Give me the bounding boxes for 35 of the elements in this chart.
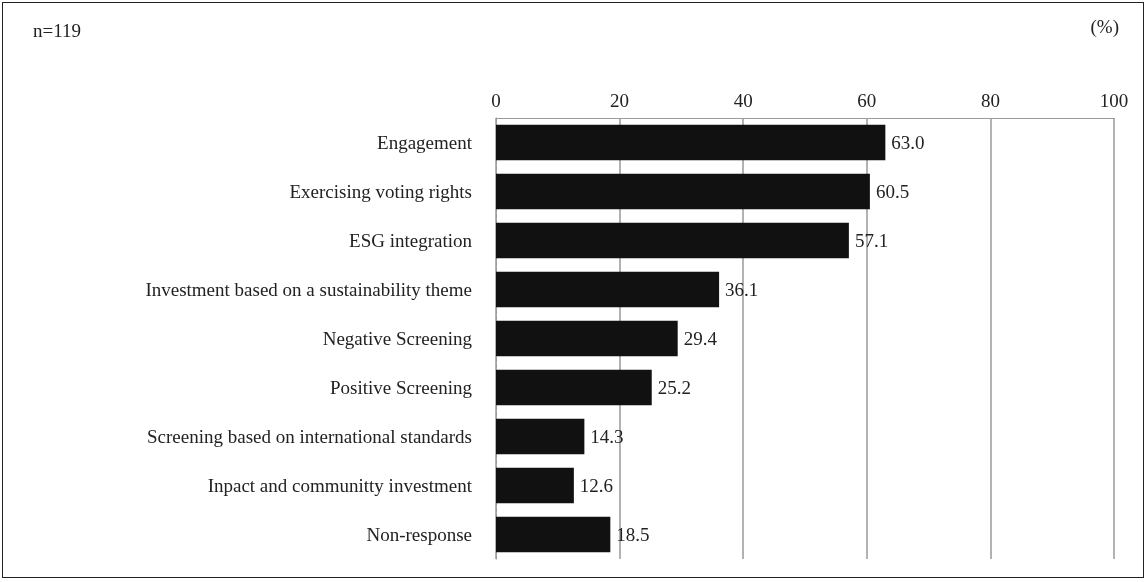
y-tick-label: Inpact and communitty investment bbox=[207, 475, 473, 496]
bar bbox=[496, 124, 886, 161]
x-tick-label: 80 bbox=[980, 90, 1000, 111]
data-label: 29.4 bbox=[683, 328, 718, 349]
data-label: 14.3 bbox=[590, 426, 624, 447]
data-label: 36.1 bbox=[725, 279, 759, 300]
text: (%) bbox=[1090, 16, 1119, 38]
y-tick-label: Exercising voting rights bbox=[289, 181, 472, 202]
x-tick-label: 60 bbox=[857, 90, 877, 111]
x-tick-label: 40 bbox=[733, 90, 753, 111]
y-tick-label: Non-response bbox=[366, 524, 472, 545]
data-label: 25.2 bbox=[657, 377, 691, 398]
text: n=119 bbox=[33, 20, 82, 41]
y-tick-label: Negative Screening bbox=[322, 328, 473, 349]
bar bbox=[496, 467, 574, 504]
bar bbox=[496, 418, 585, 455]
bar bbox=[496, 369, 652, 406]
y-tick-label: Investment based on a sustainability theme bbox=[145, 279, 472, 300]
bar bbox=[496, 222, 849, 259]
bar bbox=[496, 516, 611, 553]
y-tick-label: Engagement bbox=[377, 132, 473, 153]
x-tick-label: 20 bbox=[610, 90, 630, 111]
y-tick-label: Screening based on international standards bbox=[146, 426, 472, 447]
x-tick-label: 0 bbox=[491, 90, 501, 111]
bar bbox=[496, 320, 678, 357]
data-label: 60.5 bbox=[875, 181, 910, 202]
data-label: 57.1 bbox=[854, 230, 889, 251]
y-tick-label: ESG integration bbox=[349, 230, 473, 251]
x-tick-label: 100 bbox=[1099, 90, 1129, 111]
y-tick-label: Positive Screening bbox=[330, 377, 473, 398]
data-label: 63.0 bbox=[891, 132, 925, 153]
bar bbox=[496, 271, 720, 308]
bar bbox=[496, 173, 870, 210]
data-label: 12.6 bbox=[579, 475, 614, 496]
data-label: 18.5 bbox=[616, 524, 650, 545]
